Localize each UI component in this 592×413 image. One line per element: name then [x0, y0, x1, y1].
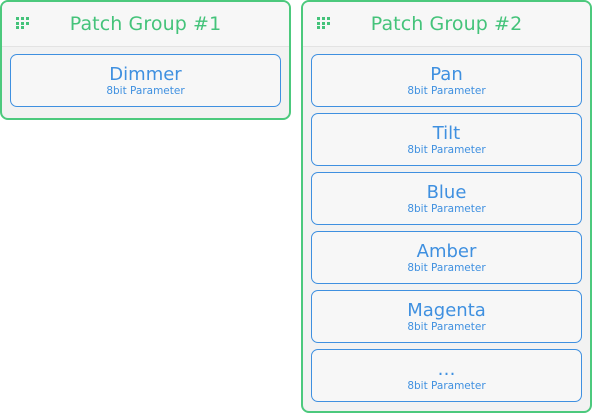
- parameter-button-blue[interactable]: Blue 8bit Parameter: [311, 172, 582, 225]
- parameter-button-magenta[interactable]: Magenta 8bit Parameter: [311, 290, 582, 343]
- patch-group-1: Patch Group #1 Dimmer 8bit Parameter: [0, 0, 291, 120]
- parameter-list: Pan 8bit Parameter Tilt 8bit Parameter B…: [311, 54, 582, 408]
- parameter-list: Dimmer 8bit Parameter: [10, 54, 281, 113]
- patch-group-header: Patch Group #2: [303, 2, 590, 47]
- parameter-name: Dimmer: [109, 64, 182, 85]
- parameter-name: Tilt: [432, 123, 461, 144]
- patch-group-2: Patch Group #2 Pan 8bit Parameter Tilt 8…: [301, 0, 592, 413]
- parameter-name: …: [437, 359, 456, 380]
- parameter-type: 8bit Parameter: [407, 321, 486, 333]
- parameter-button-tilt[interactable]: Tilt 8bit Parameter: [311, 113, 582, 166]
- grid-dots-icon[interactable]: [317, 17, 331, 29]
- parameter-button-amber[interactable]: Amber 8bit Parameter: [311, 231, 582, 284]
- parameter-button-pan[interactable]: Pan 8bit Parameter: [311, 54, 582, 107]
- parameter-button-more[interactable]: … 8bit Parameter: [311, 349, 582, 402]
- parameter-type: 8bit Parameter: [407, 144, 486, 156]
- parameter-name: Blue: [426, 182, 467, 203]
- parameter-button-dimmer[interactable]: Dimmer 8bit Parameter: [10, 54, 281, 107]
- parameter-name: Amber: [416, 241, 477, 262]
- parameter-type: 8bit Parameter: [407, 380, 486, 392]
- parameter-name: Magenta: [407, 300, 486, 321]
- parameter-type: 8bit Parameter: [407, 203, 486, 215]
- patch-group-title: Patch Group #2: [370, 13, 523, 35]
- parameter-name: Pan: [430, 64, 463, 85]
- parameter-type: 8bit Parameter: [407, 262, 486, 274]
- grid-dots-icon[interactable]: [16, 17, 30, 29]
- parameter-type: 8bit Parameter: [407, 85, 486, 97]
- parameter-type: 8bit Parameter: [106, 85, 185, 97]
- patch-group-title: Patch Group #1: [69, 13, 222, 35]
- patch-group-header: Patch Group #1: [2, 2, 289, 47]
